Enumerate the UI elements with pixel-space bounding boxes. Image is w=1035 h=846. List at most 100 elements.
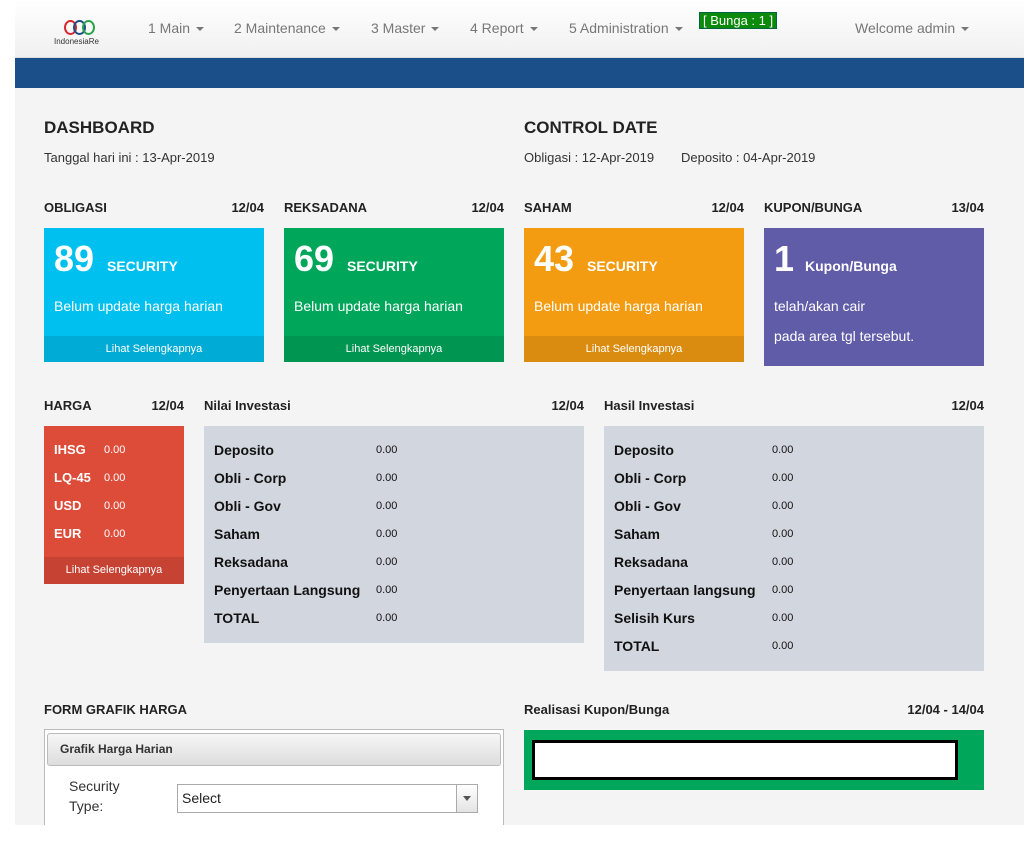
card-text: Belum update harga harian [294,298,463,314]
harga-value: 0.00 [104,528,126,540]
logo-ring [82,20,95,35]
caret [674,27,683,32]
investasi-box: Deposito 0.00 Obli - Corp 0.00 Obli - Gov 0.0… [604,426,984,671]
card-count: 1 [774,238,795,279]
section-title: REKSADANA [284,200,368,215]
harga-label: USD [54,498,82,513]
row-value: 0.00 [376,472,398,484]
panel-header: Grafik Harga Harian [47,733,501,766]
card-text: pada area tgl tersebut. [774,328,915,344]
security-select[interactable]: Select [177,784,478,813]
card-link[interactable]: Lihat Selengkapnya [284,336,504,362]
card-text: Belum update harga harian [54,298,223,314]
row-label: Obli - Corp [214,470,287,486]
section-title: HARGA [44,398,92,413]
select-arrow [456,785,477,812]
section-title: Nilai Investasi [204,398,291,413]
section-date: 12/04 [711,200,744,215]
page-bottom [0,825,1035,846]
row-label: Deposito [214,442,274,458]
caret [331,27,340,32]
control-title: CONTROL DATE [524,118,658,137]
harga-value: 0.00 [104,444,126,456]
info-card: 69 SECURITY Belum update harga harian Lihat… [284,228,504,362]
arrow [463,796,471,801]
row-value: 0.00 [772,444,794,456]
investasi-box: Deposito 0.00 Obli - Corp 0.00 Obli - Gov 0.0… [204,426,584,643]
harga-label: IHSG [54,442,86,457]
harga-link[interactable]: Lihat Selengkapnya [44,557,184,584]
section-title: Realisasi Kupon/Bunga [524,702,670,717]
dashboard-date: Tanggal hari ini : 13-Apr-2019 [44,150,215,165]
row-value: 0.00 [772,528,794,540]
row-value: 0.00 [772,472,794,484]
menu-item[interactable]: 2 Maintenance [234,20,340,36]
row-label: TOTAL [214,610,260,626]
row-label: Saham [214,526,260,542]
card-unit: SECURITY [587,258,658,274]
section-date: 12/04 [231,200,264,215]
row-label: Reksadana [214,554,288,570]
row-value: 0.00 [376,584,398,596]
row-value: 0.00 [376,500,398,512]
row-label: Obli - Gov [214,498,281,514]
blue-bar [15,58,1024,88]
row-label: Penyertaan langsung [614,582,756,598]
harga-label: EUR [54,526,82,541]
card-count: 89 [54,238,95,279]
row-label: Deposito [614,442,674,458]
card-link[interactable]: Lihat Selengkapnya [44,336,264,362]
info-card: 1 Kupon/Bunga telah/akan cair pada area tgl… [764,228,984,366]
dashboard-title: DASHBOARD [44,118,155,137]
card-count: 69 [294,238,335,279]
section-title: SAHAM [524,200,572,215]
row-value: 0.00 [376,556,398,568]
card-unit: SECURITY [347,258,418,274]
caret [529,27,538,32]
row-label: Reksadana [614,554,688,570]
card-unit: SECURITY [107,258,178,274]
section-date: 12/04 - 14/04 [907,702,984,717]
row-value: 0.00 [376,444,398,456]
control-deposito: Deposito : 04-Apr-2019 [681,150,816,165]
row-label: Penyertaan Langsung [214,582,361,598]
caret [431,27,440,32]
row-label: Saham [614,526,660,542]
realisasi-inner [532,740,958,780]
harga-label: LQ-45 [54,470,91,485]
harga-value: 0.00 [104,472,126,484]
card-count: 43 [534,238,575,279]
card-unit: Kupon/Bunga [805,258,897,274]
section-date: 13/04 [951,200,984,215]
row-value: 0.00 [772,500,794,512]
info-card: 43 SECURITY Belum update harga harian Lihat… [524,228,744,362]
bunga-badge[interactable]: [ Bunga : 1 ] [699,12,778,29]
row-value: 0.00 [772,612,794,624]
row-label: Obli - Corp [614,470,687,486]
harga-box: IHSG 0.00 LQ-45 0.00 USD 0.00 EUR 0.00 Lihat Sel… [44,426,184,584]
section-date: 12/04 [951,398,984,413]
menu-item[interactable]: 1 Main [148,20,205,36]
card-text: Belum update harga harian [534,298,703,314]
info-card: 89 SECURITY Belum update harga harian Lihat… [44,228,264,362]
form-label: Security Type: [69,778,120,814]
logo-text: IndonesiaRe [54,37,99,46]
user-menu[interactable]: Welcome admin [855,20,970,36]
section-title: Hasil Investasi [604,398,695,413]
section-title: OBLIGASI [44,200,107,215]
form-title: FORM GRAFIK HARGA [44,702,187,717]
navbar [15,0,1024,58]
card-link[interactable]: Lihat Selengkapnya [524,336,744,362]
caret [961,27,970,32]
menu-item[interactable]: 5 Administration [569,20,683,36]
row-label: Obli - Gov [614,498,681,514]
section-date: 12/04 [151,398,184,413]
row-label: Selisih Kurs [614,610,695,626]
menu-item[interactable]: 4 Report [470,20,538,36]
menu-item[interactable]: 3 Master [371,20,440,36]
harga-value: 0.00 [104,500,126,512]
row-value: 0.00 [772,640,794,652]
row-value: 0.00 [772,584,794,596]
section-date: 12/04 [471,200,504,215]
